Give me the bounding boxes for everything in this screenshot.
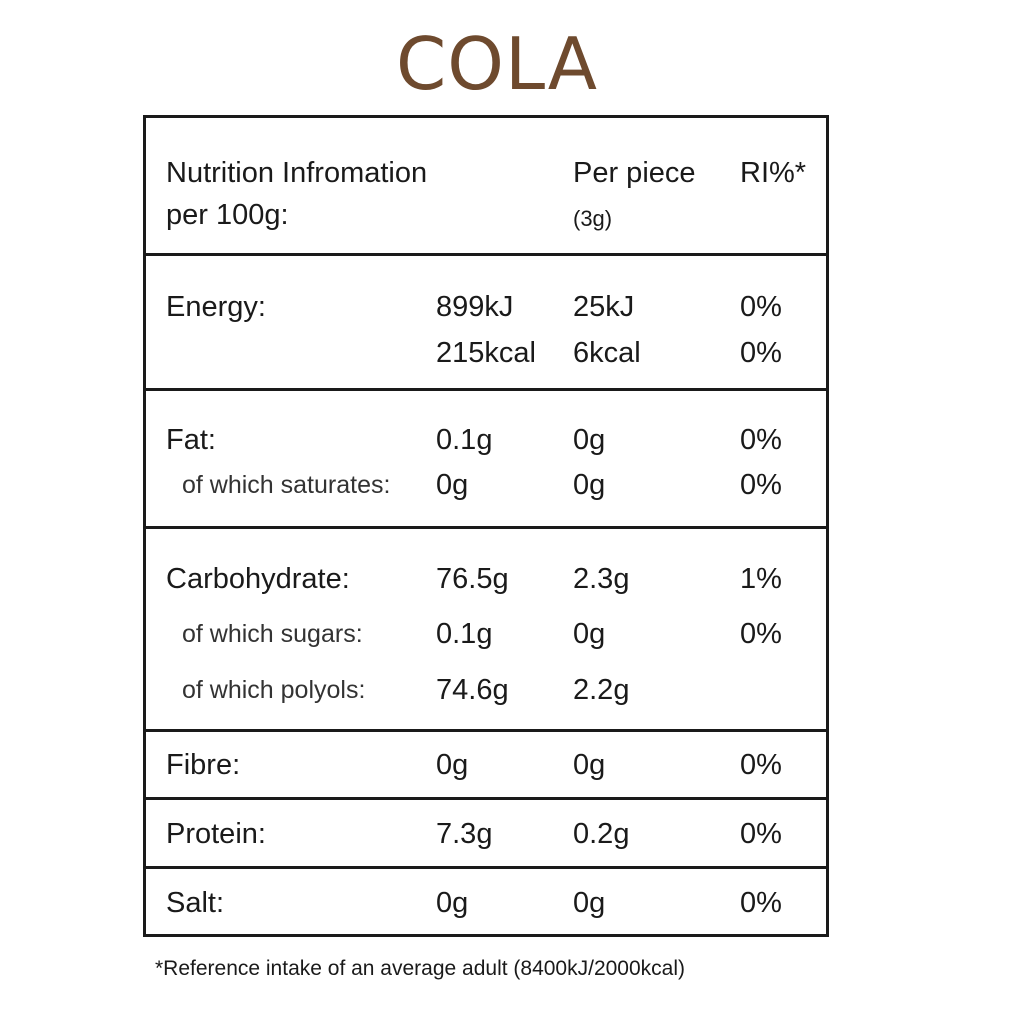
fat-ri: 0% [740,424,782,456]
header-ri: RI%* [740,157,807,189]
carbohydrate-row: Carbohydrate: 76.5g 2.3g 1% of which sug… [146,529,826,732]
salt-ri: 0% [740,887,782,919]
polyols-per100: 74.6g [436,674,509,706]
product-title: COLA [396,22,598,106]
fibre-label: Fibre: [166,749,241,781]
header-piece-size: (3g) [573,206,613,231]
sugars-per100: 0.1g [436,618,493,650]
protein-row: Protein: 7.3g 0.2g 0% [146,800,826,869]
header-per-piece: Per piece [573,157,696,189]
saturates-piece: 0g [573,469,606,501]
reference-intake-footnote: *Reference intake of an average adult (8… [155,957,686,980]
carbohydrate-piece: 2.3g [573,563,630,595]
protein-per100: 7.3g [436,818,493,850]
salt-per100: 0g [436,887,469,919]
fibre-per100: 0g [436,749,469,781]
sugars-piece: 0g [573,618,606,650]
energy-piece-kcal: 6kcal [573,337,641,369]
energy-ri-kj: 0% [740,291,782,323]
sugars-label: of which sugars: [182,620,363,648]
saturates-ri: 0% [740,469,782,501]
saturates-label: of which saturates: [182,471,391,499]
polyols-piece: 2.2g [573,674,630,706]
table-header: Nutrition Infromation per 100g: Per piec… [146,118,826,256]
saturates-per100: 0g [436,469,469,501]
fibre-row: Fibre: 0g 0g 0% [146,732,826,800]
fat-piece: 0g [573,424,606,456]
salt-row: Salt: 0g 0g 0% [146,869,826,934]
fat-row: Fat: 0.1g 0g 0% of which saturates: 0g 0… [146,391,826,529]
carbohydrate-ri: 1% [740,563,782,595]
energy-per100-kj: 899kJ [436,291,514,323]
salt-label: Salt: [166,887,225,919]
polyols-label: of which polyols: [182,676,366,704]
header-label-line1: Nutrition Infromation [166,157,428,189]
nutrition-table: Nutrition Infromation per 100g: Per piec… [143,115,829,937]
carbohydrate-label: Carbohydrate: [166,563,350,595]
energy-label: Energy: [166,291,266,323]
protein-label: Protein: [166,818,266,850]
sugars-ri: 0% [740,618,782,650]
protein-ri: 0% [740,818,782,850]
header-label-line2: per 100g: [166,199,289,231]
fibre-piece: 0g [573,749,606,781]
fat-label: Fat: [166,424,216,456]
carbohydrate-per100: 76.5g [436,563,509,595]
protein-piece: 0.2g [573,818,630,850]
salt-piece: 0g [573,887,606,919]
fibre-ri: 0% [740,749,782,781]
energy-row: Energy: 899kJ 215kcal 25kJ 6kcal 0% 0% [146,256,826,391]
energy-per100-kcal: 215kcal [436,337,536,369]
energy-ri-kcal: 0% [740,337,782,369]
fat-per100: 0.1g [436,424,493,456]
energy-piece-kj: 25kJ [573,291,635,323]
